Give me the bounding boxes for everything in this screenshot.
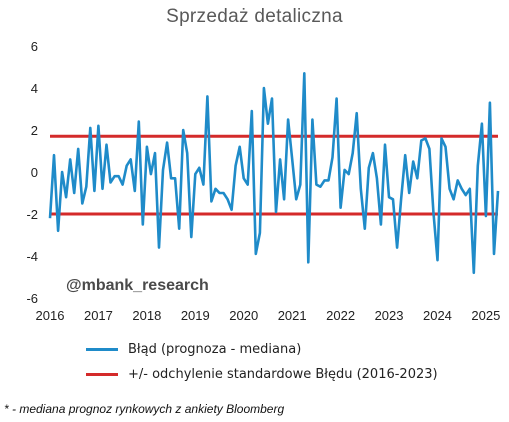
legend-swatch-error — [86, 347, 118, 351]
x-tick-label: 2018 — [132, 308, 161, 323]
y-tick-label: 6 — [31, 39, 38, 54]
legend-item-stddev: +/- odchylenie standardowe Błędu (2016-2… — [86, 365, 438, 383]
y-tick-label: -4 — [26, 249, 38, 264]
x-tick-label: 2023 — [375, 308, 404, 323]
error-series — [48, 72, 500, 275]
error-series-line — [48, 72, 500, 275]
y-tick-label: -2 — [26, 207, 38, 222]
x-tick-label: 2019 — [181, 308, 210, 323]
x-tick-label: 2022 — [326, 308, 355, 323]
x-axis-labels: 2016 2017 2018 2019 2020 2021 2022 2023 2024 2025 — [36, 308, 501, 323]
chart-title: Sprzedaż detaliczna — [166, 6, 343, 27]
legend-label-error: Błąd (prognoza - mediana) — [128, 341, 302, 357]
x-tick-label: 2020 — [229, 308, 258, 323]
y-tick-label: 4 — [31, 81, 38, 96]
legend-item-error: Błąd (prognoza - mediana) — [86, 340, 301, 358]
x-tick-label: 2016 — [36, 308, 65, 323]
legend-label-stddev: +/- odchylenie standardowe Błędu (2016-2… — [128, 366, 438, 382]
y-tick-label: -6 — [26, 291, 38, 306]
x-tick-label: 2024 — [423, 308, 452, 323]
x-tick-label: 2017 — [84, 308, 113, 323]
footnote: * - mediana prognoz rynkowych z ankiety … — [4, 402, 285, 416]
watermark-text: @mbank_research — [66, 277, 209, 294]
x-tick-label: 2025 — [471, 308, 500, 323]
y-tick-label: 0 — [31, 165, 38, 180]
y-axis-labels: -6 -4 -2 0 2 4 6 — [26, 39, 38, 306]
x-tick-label: 2021 — [278, 308, 307, 323]
y-tick-label: 2 — [31, 123, 38, 138]
legend-swatch-stddev — [86, 372, 118, 376]
